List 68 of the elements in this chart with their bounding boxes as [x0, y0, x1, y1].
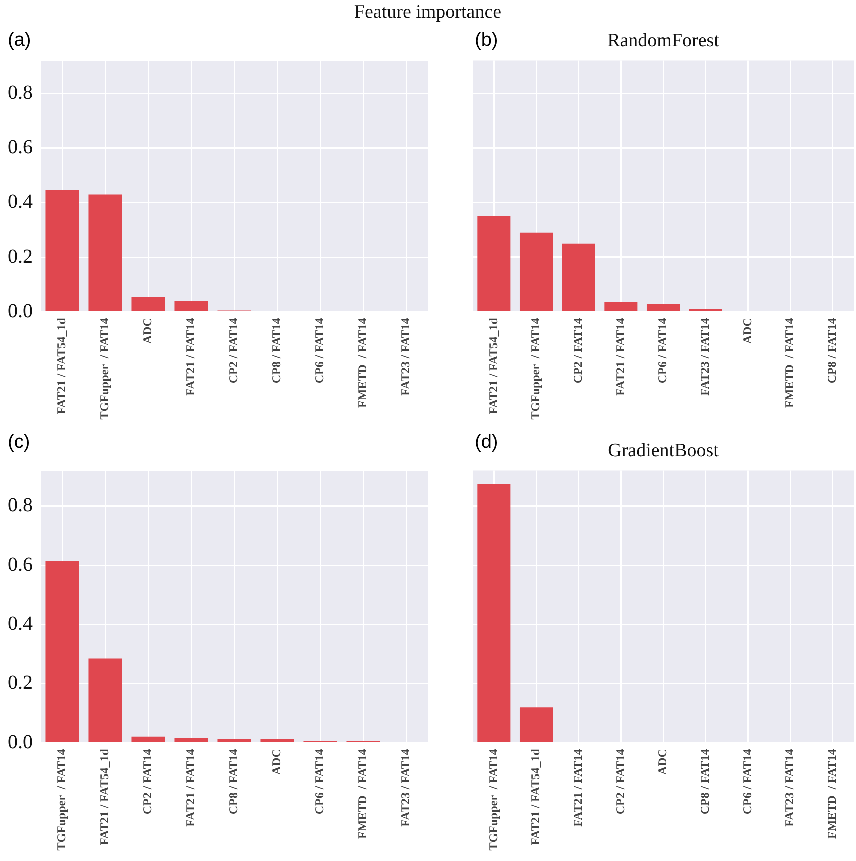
y-tick-label: 0.2 [8, 672, 33, 694]
bar [260, 740, 294, 742]
x-tick-label: TGFupper / FAT14 [98, 318, 112, 420]
bar [46, 561, 80, 742]
x-tick-label: CP6 / FAT14 [312, 749, 327, 815]
x-tick-label: CP8 / FAT14 [270, 318, 284, 384]
x-tick-label: ADC [140, 318, 155, 344]
y-tick-label: 0.4 [8, 191, 33, 214]
text: (d) [475, 432, 498, 454]
x-tick-label: FMETD / FAT14 [824, 749, 839, 839]
x-tick-label: FAT21 / FAT54_1d [54, 318, 69, 415]
bar [46, 190, 80, 312]
bar [88, 658, 122, 742]
x-tick-label: FMETD / FAT14 [356, 749, 370, 839]
x-tick-label: TGFupper / FAT14 [528, 318, 543, 420]
x-tick-label: CP8 / FAT14 [824, 318, 839, 384]
x-tick-label: CP2 / FAT14 [570, 318, 585, 384]
x-tick-label: FAT23 / FAT14 [398, 318, 413, 396]
x-tick-label: ADC [740, 318, 754, 344]
bar [132, 297, 166, 312]
x-tick-label: CP8 / FAT14 [698, 749, 712, 815]
text: (a) [8, 30, 32, 52]
x-tick-label: TGFupper / FAT14 [54, 749, 69, 851]
text: (c) [8, 432, 30, 454]
x-tick-label: FAT21 / FAT54_1d [486, 318, 500, 415]
chart-title: GradientBoost [608, 440, 720, 462]
x-tick-label: CP8 / FAT14 [226, 749, 241, 815]
y-tick-label: 0.0 [8, 300, 33, 322]
y-tick-label: 0.8 [8, 494, 33, 517]
x-tick-label: CP6 / FAT14 [656, 318, 670, 384]
x-tick-label: FAT21 / FAT14 [613, 318, 628, 396]
x-tick-label: FAT23 / FAT14 [398, 749, 413, 827]
bar [132, 736, 166, 742]
x-tick-label: FAT23 / FAT14 [782, 749, 797, 827]
y-tick-label: 0.8 [8, 82, 33, 104]
y-tick-label: 0.6 [8, 136, 33, 159]
text: Feature importance [353, 2, 503, 24]
bar [562, 244, 596, 312]
x-tick-label: TGFupper / FAT14 [486, 749, 500, 851]
chart-title: RandomForest [608, 30, 720, 52]
bar [218, 740, 252, 742]
y-tick-label: 0.2 [8, 246, 33, 268]
bar [88, 194, 122, 312]
x-tick-label: FAT21 / FAT54_1d [98, 748, 112, 846]
x-tick-label: CP6 / FAT14 [740, 749, 754, 815]
y-tick-label: 0.0 [8, 731, 33, 754]
x-tick-label: ADC [656, 749, 670, 776]
x-tick-label: FAT21 / FAT54_1d [528, 748, 543, 846]
bar [478, 216, 511, 312]
x-tick-label: CP2 / FAT14 [226, 318, 241, 384]
x-tick-label: FAT23 / FAT14 [698, 318, 712, 396]
x-tick-label: CP2 / FAT14 [613, 749, 628, 815]
x-tick-label: FMETD / FAT14 [782, 318, 797, 408]
y-tick-label: 0.6 [8, 554, 33, 576]
bar [646, 304, 680, 312]
x-tick-label: CP6 / FAT14 [312, 318, 327, 384]
x-tick-label: ADC [270, 749, 284, 776]
x-tick-label: FAT21 / FAT14 [570, 749, 585, 827]
bar [520, 232, 554, 312]
y-tick-label: 0.4 [8, 613, 33, 636]
x-tick-label: FMETD / FAT14 [356, 318, 370, 408]
x-tick-label: CP2 / FAT14 [140, 749, 155, 815]
x-tick-label: FAT21 / FAT14 [184, 749, 198, 827]
bar [604, 302, 638, 312]
x-tick-label: FAT21 / FAT14 [184, 318, 198, 396]
text: (b) [475, 30, 498, 52]
bar [174, 738, 208, 742]
bar [174, 301, 208, 312]
